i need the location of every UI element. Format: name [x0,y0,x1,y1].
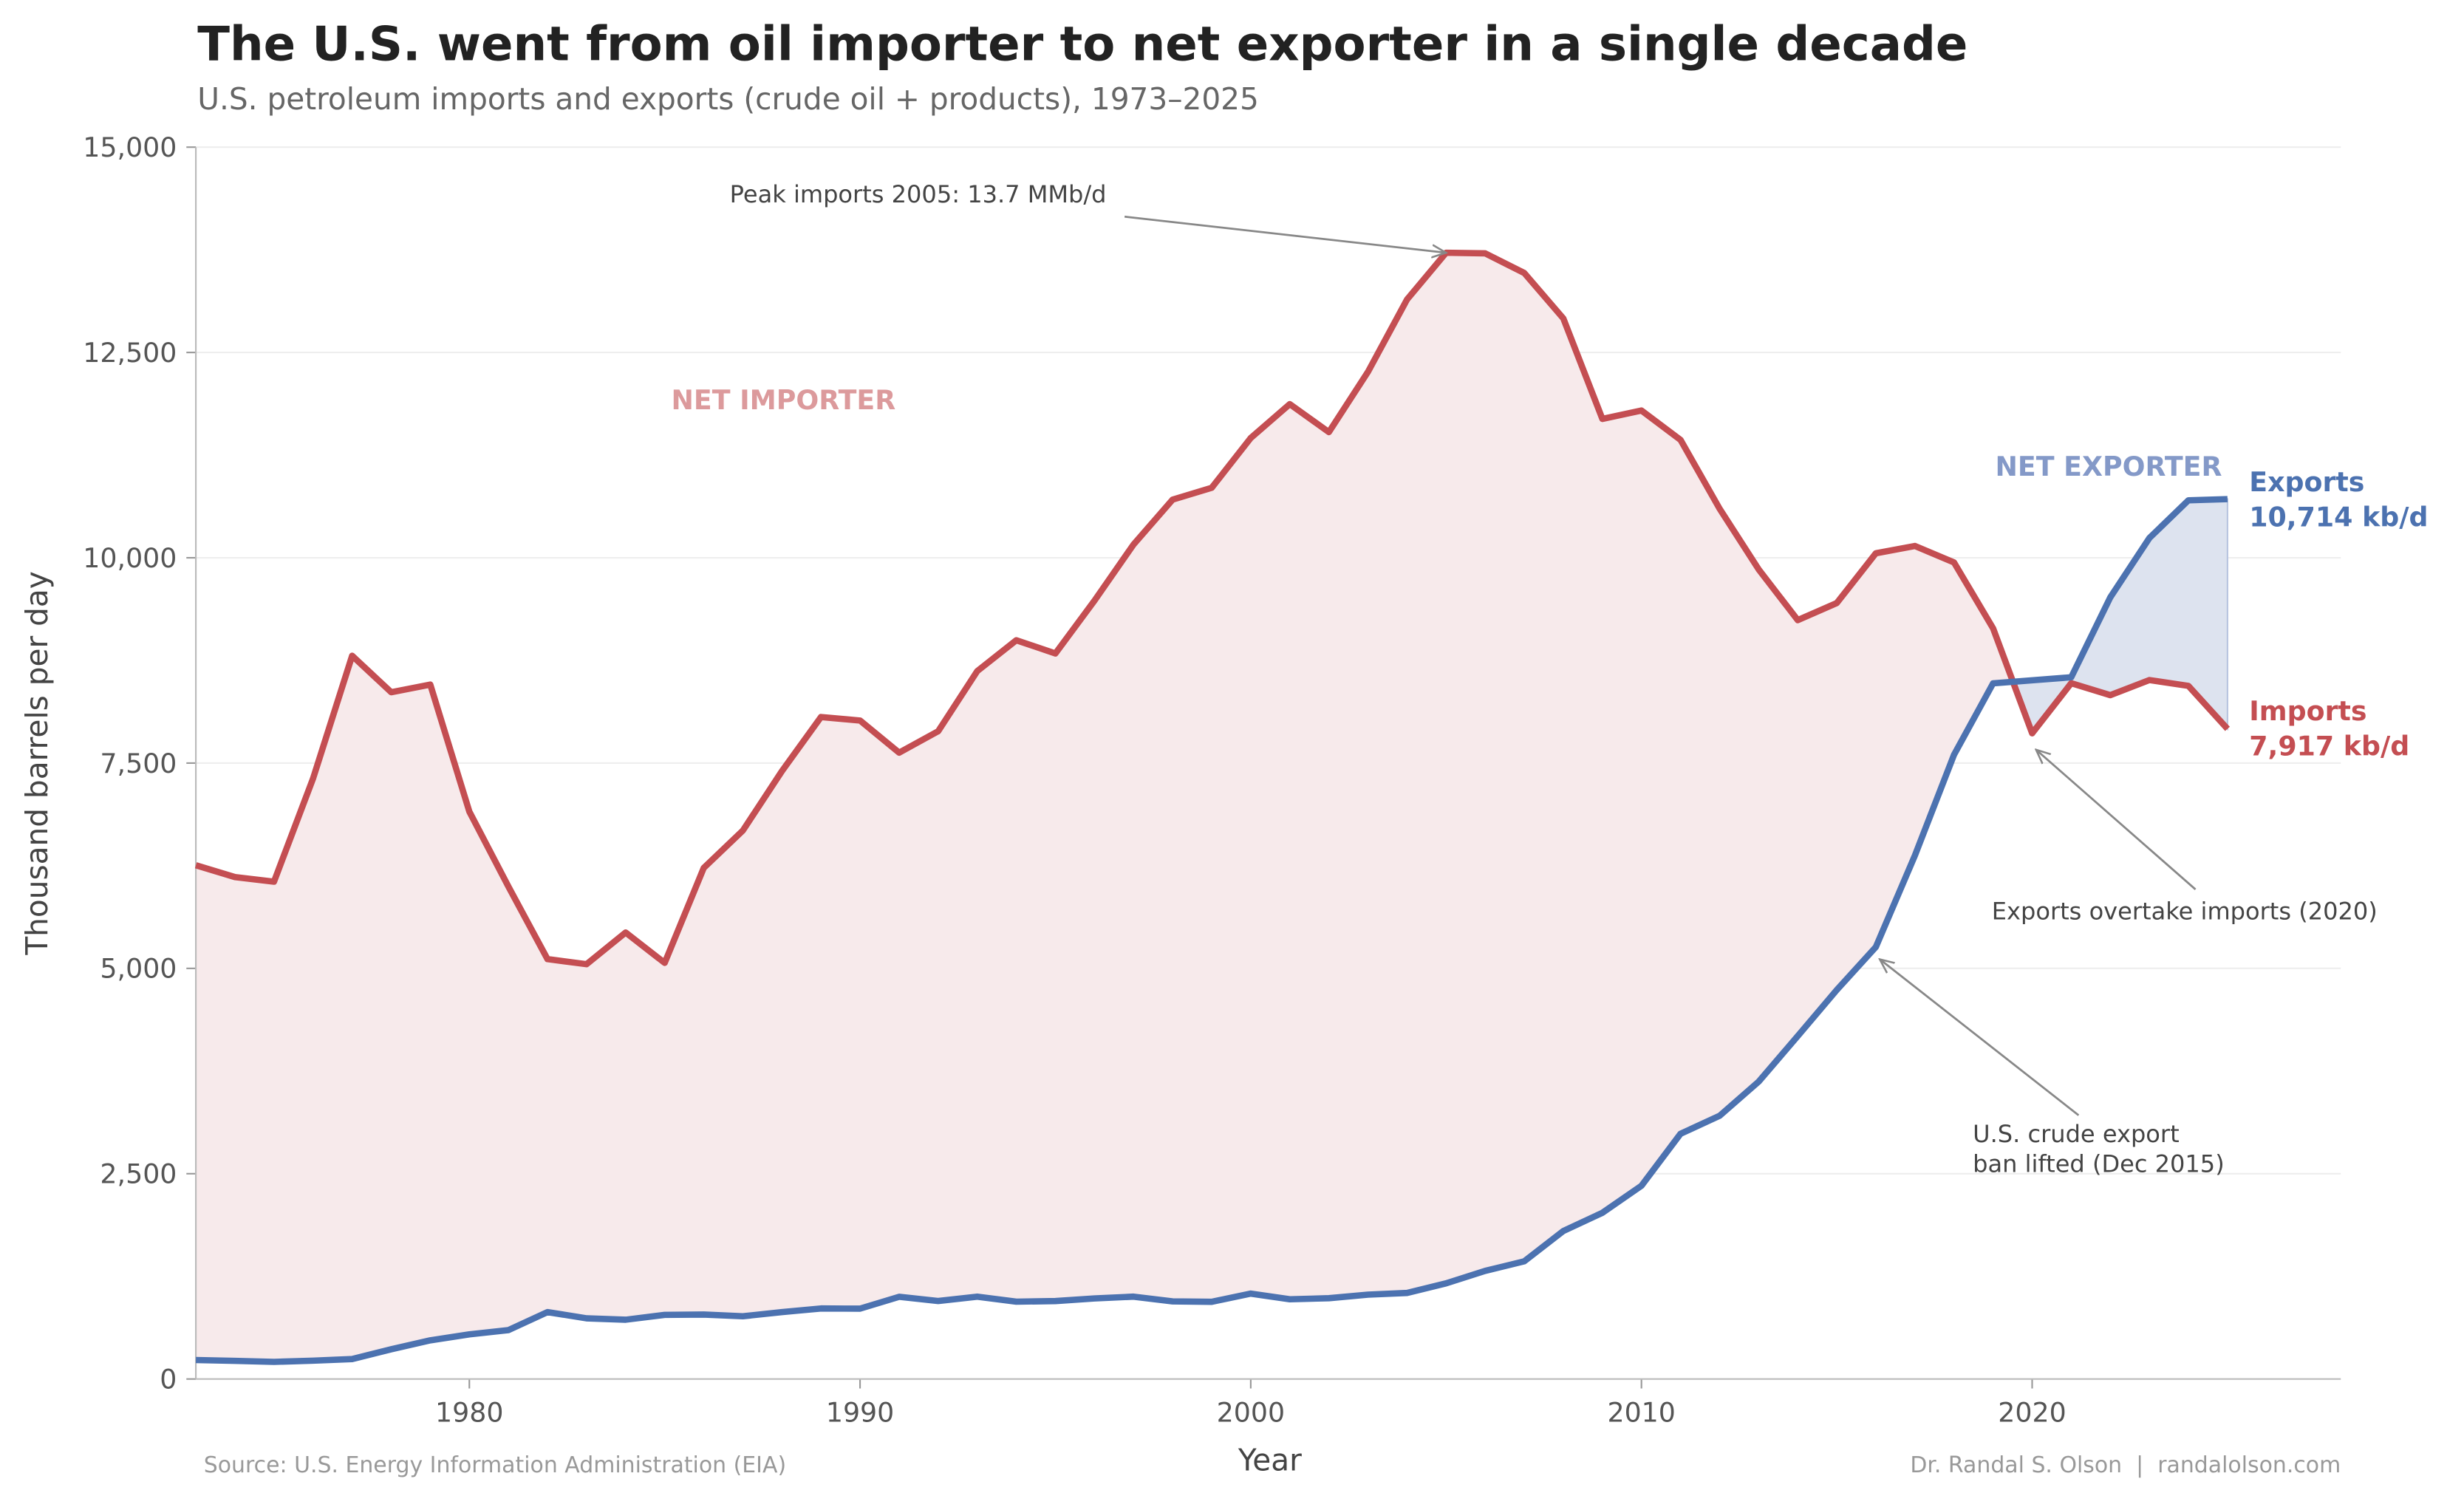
x-tick-label: 2000 [1217,1396,1285,1428]
x-tick-label: 2010 [1607,1396,1675,1428]
arrow-overtake [2036,750,2197,891]
source-note: Source: U.S. Energy Information Administ… [204,1452,786,1478]
exports-end-label: Exports [2249,466,2364,498]
y-tick-label: 2,500 [100,1158,177,1190]
annotation-overtake: Exports overtake imports (2020) [1992,898,2378,926]
y-axis-label: Thousand barrels per day [19,571,55,955]
x-axis-label: Year [1238,1443,1302,1478]
y-tick-label: 10,000 [83,542,177,574]
y-tick-label: 7,500 [100,748,177,779]
series-lines [194,249,2231,1365]
arrow-peak [1124,215,1446,253]
net-exporter-label: NET EXPORTER [1996,451,2222,482]
annotation-ban-line2: ban lifted (Dec 2015) [1973,1150,2225,1178]
y-tick-label: 12,500 [83,337,177,369]
y-tick-label: 15,000 [83,131,177,163]
net-importer-label: NET IMPORTER [671,384,895,416]
chart-subtitle: U.S. petroleum imports and exports (crud… [197,81,1259,117]
net-importer-fill [196,253,2013,1362]
credit-note: Dr. Randal S. Olson | randalolson.com [1910,1452,2341,1478]
imports-end-label: Imports [2249,695,2366,727]
annotations: Peak imports 2005: 13.7 MMb/d Exports ov… [730,180,2378,1178]
axes: 0 2,500 5,000 7,500 10,000 12,500 15,000 1980 19… [83,131,2341,1428]
y-tick-label: 0 [160,1364,177,1395]
exports-end-value: 10,714 kb/d [2249,501,2428,533]
annotation-peak: Peak imports 2005: 13.7 MMb/d [730,180,1107,208]
annotation-ban-line1: U.S. crude export [1973,1120,2180,1148]
x-tick-label: 1980 [435,1396,503,1428]
area-fills [196,253,2228,1362]
imports-end-value: 7,917 kb/d [2249,730,2409,762]
x-tick-label: 1990 [826,1396,894,1428]
y-tick-label: 5,000 [100,953,177,985]
chart-title: The U.S. went from oil importer to net e… [197,17,1968,72]
x-tick-label: 2020 [1998,1396,2066,1428]
arrow-ban [1880,960,2080,1116]
